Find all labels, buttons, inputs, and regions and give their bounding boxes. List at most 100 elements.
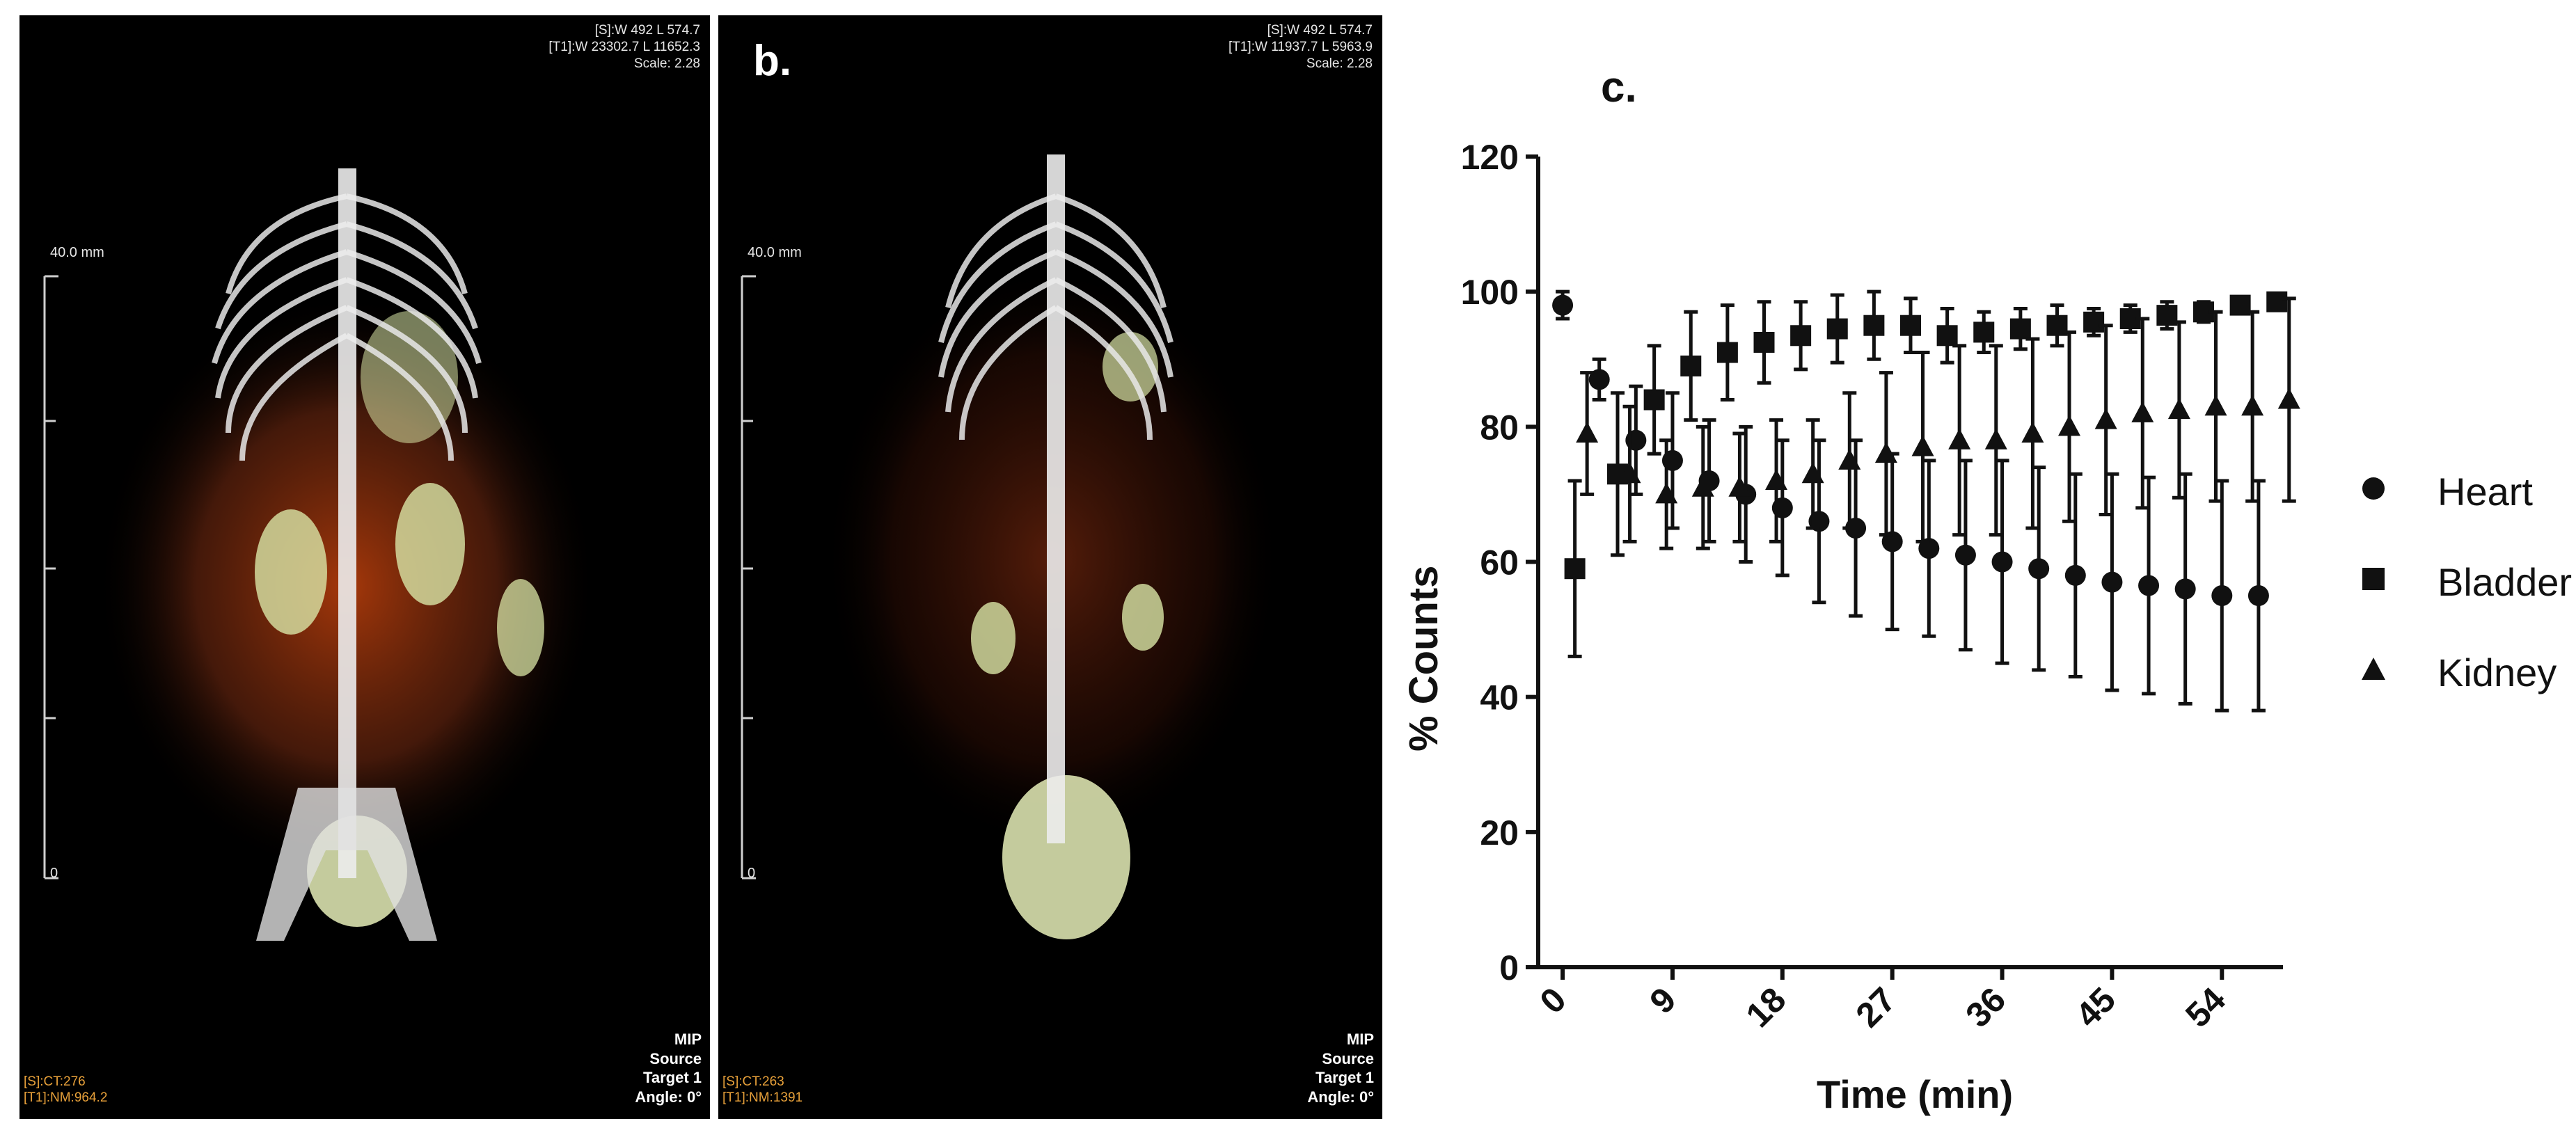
spine <box>338 168 356 878</box>
data-point <box>1826 318 1848 340</box>
square-marker-icon <box>2362 568 2385 590</box>
data-point <box>1643 389 1665 411</box>
overlay-line: Scale: 2.28 <box>633 56 700 71</box>
y-tick-label: 40 <box>1480 678 1519 717</box>
y-tick-label: 60 <box>1480 543 1519 582</box>
overlay-line: [T1]:NM:964.2 <box>24 1090 108 1106</box>
data-point <box>1838 448 1861 470</box>
y-tick-label: 80 <box>1480 408 1519 447</box>
y-tick-label: 120 <box>1461 138 1519 177</box>
kidney-right-uptake <box>1122 584 1164 651</box>
overlay-line: Target 1 <box>1315 1069 1374 1086</box>
ruler-label-b: 40.0 mm <box>748 245 802 260</box>
data-point <box>1936 325 1958 347</box>
data-point <box>1680 355 1702 376</box>
mouse-anatomy-b <box>741 154 1282 939</box>
data-point <box>2138 575 2160 596</box>
data-point <box>1874 442 1897 463</box>
overlay-line: Source <box>649 1049 702 1067</box>
data-point <box>1900 315 1921 336</box>
overlay-bottom-right-a: MIP Source Target 1 Angle: 0° <box>635 1030 702 1106</box>
overlay-line: Source <box>1322 1049 1374 1067</box>
data-point <box>2211 585 2233 607</box>
panel-c-label: c. <box>1601 63 1637 111</box>
data-point <box>1801 462 1824 484</box>
spine <box>1047 154 1065 843</box>
overlay-top-right-b: [S]:W 492 L 574.7 [T1]:W 11937.7 L 5963.… <box>1228 22 1373 72</box>
legend-item-bladder: Bladder <box>2360 550 2576 640</box>
series-bladder <box>1564 289 2288 658</box>
data-point <box>2204 395 2227 416</box>
legend-label: Heart <box>2437 470 2533 514</box>
data-point <box>1716 342 1738 363</box>
pelvis <box>256 788 437 941</box>
kidney-left-uptake <box>255 509 327 635</box>
overlay-line: MIP <box>1346 1031 1374 1048</box>
chart-panel-c: 0 20 40 60 80 100 120 0 9 18 27 36 45 54 % Counts Tim… <box>1385 0 2576 1137</box>
data-point <box>2167 398 2190 420</box>
y-tick-label: 20 <box>1480 813 1519 852</box>
data-point <box>2241 395 2264 416</box>
overlay-line: Angle: 0° <box>635 1088 702 1106</box>
overlay-line: [S]:CT:276 <box>24 1074 86 1089</box>
mouse-anatomy-a <box>43 168 597 941</box>
overlay-line: Angle: 0° <box>1307 1088 1374 1106</box>
legend-label: Bladder <box>2437 560 2573 604</box>
scan-image-b: [S]:W 492 L 574.7 [T1]:W 11937.7 L 5963.… <box>718 15 1382 1119</box>
circle-marker-icon <box>2362 477 2385 500</box>
data-point <box>2064 564 2086 586</box>
bladder-uptake <box>1002 775 1130 939</box>
data-point <box>1728 475 1751 497</box>
ruler-label-a: 40.0 mm <box>50 245 104 260</box>
ribcage <box>938 193 1174 440</box>
x-tick-label: 27 <box>1849 980 1904 1035</box>
data-point <box>2021 422 2044 443</box>
data-point <box>2094 408 2117 429</box>
overlay-line: [S]:W 492 L 574.7 <box>1267 23 1373 38</box>
y-tick-label: 0 <box>1499 948 1519 987</box>
y-tick-label: 100 <box>1461 273 1519 312</box>
overlay-line: [T1]:NM:1391 <box>722 1090 803 1106</box>
x-axis-title: Time (min) <box>1817 1072 2014 1116</box>
organ-uptake <box>497 579 544 676</box>
overlay-line: Target 1 <box>643 1069 702 1086</box>
data-point <box>1991 551 2013 573</box>
overlay-line: [S]:CT:263 <box>722 1074 784 1089</box>
data-point <box>1753 331 1775 353</box>
data-point <box>1863 315 1885 336</box>
overlay-line: Scale: 2.28 <box>1306 56 1373 71</box>
ribcage <box>212 193 482 461</box>
x-tick-label: 36 <box>1958 980 2013 1035</box>
data-point <box>1552 294 1574 316</box>
scan-image-a: [S]:W 492 L 574.7 [T1]:W 23302.7 L 11652… <box>19 15 710 1119</box>
data-point <box>2009 318 2031 340</box>
overlay-bottom-left-a: [S]:CT:276 [T1]:NM:964.2 <box>24 1074 107 1107</box>
data-point <box>2174 578 2196 600</box>
data-point <box>1984 428 2007 450</box>
data-point <box>1911 435 1934 456</box>
data-point <box>2247 585 2269 607</box>
chart-legend: Heart Bladder Kidney <box>2360 459 2576 731</box>
data-point <box>1655 482 1678 504</box>
data-point <box>2277 388 2300 409</box>
scatter-chart: 0 20 40 60 80 100 120 0 9 18 27 36 45 54 <box>1461 138 2300 1035</box>
data-point <box>1576 422 1599 443</box>
x-tick-label: 45 <box>2068 980 2123 1035</box>
overlay-top-right-a: [S]:W 492 L 574.7 [T1]:W 23302.7 L 11652… <box>548 22 700 72</box>
ruler-zero-a: 0 <box>50 866 58 881</box>
data-point <box>1973 321 1995 343</box>
legend-label: Kidney <box>2437 651 2557 694</box>
data-point <box>1564 558 1586 580</box>
data-point <box>2083 311 2105 333</box>
x-tick-label: 18 <box>1739 980 1794 1035</box>
overlay-bottom-left-b: [S]:CT:263 [T1]:NM:1391 <box>722 1074 803 1107</box>
ruler-zero-b: 0 <box>748 866 756 881</box>
x-tick-label: 54 <box>2178 980 2233 1035</box>
data-point <box>1954 544 1976 566</box>
x-tick-label: 9 <box>1642 980 1683 1021</box>
legend-item-kidney: Kidney <box>2360 640 2576 731</box>
overlay-bottom-right-b: MIP Source Target 1 Angle: 0° <box>1307 1030 1374 1106</box>
data-point <box>2028 558 2050 580</box>
kidney-left-uptake <box>971 602 1016 674</box>
x-tick-label: 0 <box>1533 980 1574 1021</box>
